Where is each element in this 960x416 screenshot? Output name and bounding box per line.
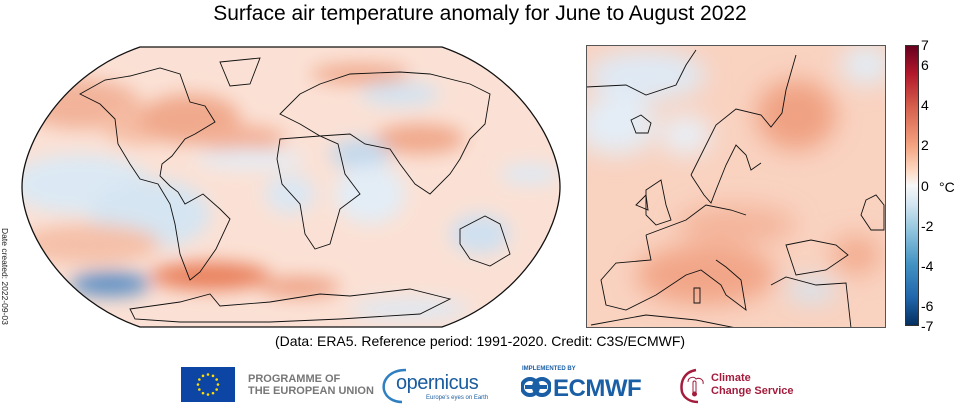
colorbar-unit: °C [939,179,955,195]
eu-flag-logo [181,367,235,402]
eu-programme-text: PROGRAMME OF THE EUROPEAN UNION [248,373,374,397]
ecmwf-symbol-icon [521,377,551,397]
c3s-text: Climate Change Service [711,372,794,398]
global-anomaly-map [21,46,561,328]
ecmwf-wordmark: ECMWF [553,375,642,402]
colorbar-tick-label: 6 [921,57,929,74]
colorbar-tick-label: -6 [921,297,934,314]
eu-star [206,393,210,396]
eu-star [196,383,200,386]
coastlines [79,57,511,323]
eu-star [206,373,210,376]
colorbar-tick-label: 0 [921,177,929,194]
eu-star [198,388,201,391]
eu-stars-icon [196,373,220,396]
date-created-text: Date created: 2022-09-03 [0,228,10,325]
colorbar [905,45,919,326]
eu-star [215,378,218,381]
eu-star [198,378,201,381]
colorbar-tick-label: -2 [921,217,934,234]
eu-text-line1: PROGRAMME OF [248,373,341,385]
colorbar-tick-label: 2 [921,137,929,154]
implemented-by-label: IMPLEMENTED BY [522,366,576,372]
eu-text-line2: THE EUROPEAN UNION [248,385,374,397]
eu-star [211,391,215,395]
chart-title: Surface air temperature anomaly for June… [213,2,747,25]
global-anomaly-field [22,47,560,327]
c3s-text-line2: Change Service [711,385,794,397]
colorbar-tick-label: 7 [921,37,929,53]
europe-map-frame [586,45,886,328]
c3s-thermometer-icon [680,368,704,404]
data-credit-caption: (Data: ERA5. Reference period: 1991-2020… [274,333,686,349]
copernicus-logo: opernicus Europe's eyes on Earth [380,366,490,404]
europe-coastlines [586,49,885,328]
date-created-label: Date created: 2022-09-03 [0,228,20,338]
eu-star [216,383,220,386]
eu-star [211,374,215,378]
eu-star [201,374,205,378]
colorbar-tick-label: -4 [921,257,934,274]
globe-outline [21,46,561,328]
eu-star [215,388,218,391]
copernicus-tagline: Europe's eyes on Earth [426,395,489,401]
copernicus-arc-icon [382,368,407,404]
colorbar-tick-label: -7 [921,318,934,334]
c3s-text-line1: Climate [711,372,751,384]
copernicus-wordmark: opernicus [396,372,479,394]
eu-star [201,391,205,395]
europe-anomaly-map [586,45,886,328]
europe-anomaly-field [586,45,886,328]
colorbar-tick-label: 4 [921,97,929,114]
